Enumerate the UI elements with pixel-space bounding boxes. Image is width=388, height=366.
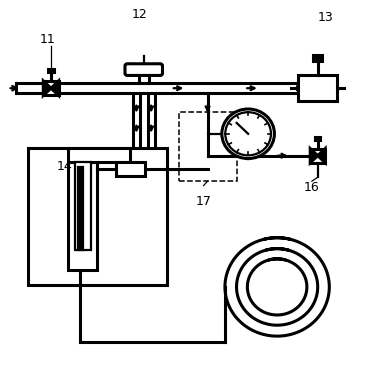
Text: 11: 11 (39, 33, 55, 46)
FancyBboxPatch shape (125, 64, 163, 75)
Polygon shape (310, 149, 318, 163)
Text: 14: 14 (57, 160, 72, 173)
Bar (298, 75, 337, 101)
Bar (43, 81, 59, 96)
Bar (314, 55, 322, 61)
Polygon shape (51, 81, 59, 96)
Bar (28, 148, 167, 285)
Bar (75, 162, 91, 250)
Bar (310, 149, 325, 163)
Bar (116, 162, 145, 176)
Text: 13: 13 (317, 11, 333, 25)
Bar (48, 69, 54, 72)
Bar (139, 73, 149, 83)
Bar (68, 148, 130, 162)
Bar (68, 162, 97, 270)
Polygon shape (318, 149, 325, 163)
Text: 12: 12 (132, 8, 148, 21)
Circle shape (225, 112, 271, 155)
Text: 17: 17 (196, 195, 211, 208)
Bar (78, 167, 83, 250)
Bar (315, 137, 320, 140)
Text: 16: 16 (304, 181, 320, 194)
Bar (178, 112, 237, 181)
Circle shape (222, 109, 274, 158)
Polygon shape (43, 81, 51, 96)
